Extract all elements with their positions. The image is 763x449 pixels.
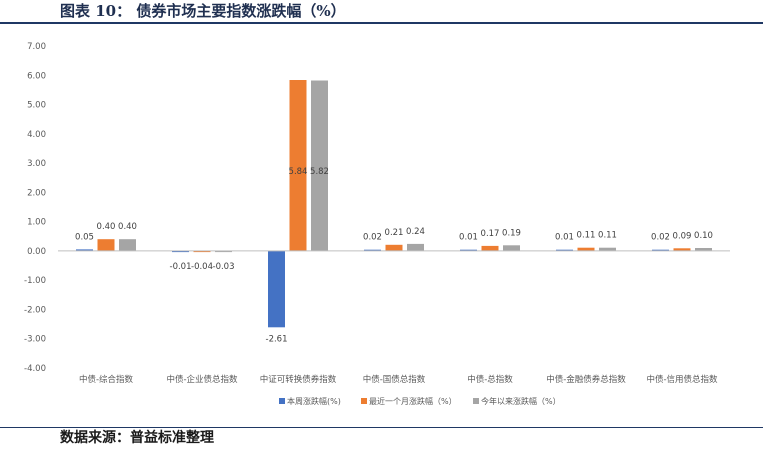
legend: 本周涨跌幅(%) 最近一个月涨跌幅（%） 今年以来涨跌幅（%） bbox=[279, 396, 561, 406]
bar bbox=[385, 244, 403, 251]
data-label: 0.05 bbox=[75, 232, 94, 242]
legend-label: 最近一个月涨跌幅（%） bbox=[369, 396, 457, 406]
bar bbox=[119, 239, 136, 251]
data-label: -0.01 bbox=[170, 262, 192, 272]
source-rule bbox=[0, 427, 763, 428]
legend-swatch bbox=[361, 398, 367, 404]
data-label: 0.19 bbox=[502, 228, 521, 238]
legend-label: 今年以来涨跌幅（%） bbox=[481, 396, 561, 406]
data-label: -2.61 bbox=[266, 334, 288, 344]
x-category-label: 中债-总指数 bbox=[467, 374, 513, 385]
y-tick-label: -2.00 bbox=[24, 305, 46, 315]
data-label: 5.84 bbox=[289, 167, 308, 177]
data-label: 0.24 bbox=[406, 227, 425, 237]
y-tick-label: -1.00 bbox=[24, 276, 46, 286]
data-label: 5.82 bbox=[310, 167, 329, 177]
legend-swatch bbox=[279, 398, 285, 404]
y-tick-label: -4.00 bbox=[24, 364, 46, 374]
bar bbox=[215, 250, 232, 253]
bar bbox=[364, 249, 381, 251]
data-label: 0.40 bbox=[97, 222, 116, 232]
data-label: 0.11 bbox=[577, 231, 596, 241]
bar bbox=[460, 249, 477, 251]
bar bbox=[97, 239, 115, 251]
bar bbox=[311, 80, 328, 251]
x-category-label: 中债-金融债券总指数 bbox=[546, 374, 626, 385]
data-label: -0.04 bbox=[191, 262, 213, 272]
data-label: 0.01 bbox=[459, 233, 478, 243]
figure-title: 图表 10： 债券市场主要指数涨跌幅（%） bbox=[60, 2, 346, 20]
x-axis: 中债-综合指数 中债-企业债总指数 中证可转换债券指数 中债-国债总指数 中债-总指数 中… bbox=[79, 374, 718, 385]
y-tick-label: 7.00 bbox=[27, 42, 46, 52]
data-label: 0.10 bbox=[694, 231, 713, 241]
y-tick-label: 6.00 bbox=[27, 71, 46, 81]
bar bbox=[695, 248, 712, 251]
legend-swatch bbox=[473, 398, 479, 404]
bar bbox=[556, 249, 573, 251]
bar bbox=[599, 247, 616, 251]
x-category-label: 中证可转换债券指数 bbox=[260, 374, 337, 385]
x-category-label: 中债-信用债总指数 bbox=[646, 374, 718, 385]
y-axis: 7.00 6.00 5.00 4.00 3.00 2.00 1.00 0.00 -1.00 -2.… bbox=[24, 42, 46, 374]
data-label: 0.17 bbox=[481, 229, 500, 239]
y-tick-label: 1.00 bbox=[27, 218, 46, 228]
bar-series bbox=[76, 80, 712, 328]
y-tick-label: -3.00 bbox=[24, 335, 46, 345]
data-label: 0.02 bbox=[363, 233, 382, 243]
bar bbox=[172, 250, 189, 253]
bar bbox=[268, 250, 285, 328]
bar bbox=[407, 243, 424, 251]
data-source: 数据来源：普益标准整理 bbox=[60, 430, 214, 446]
data-label: -0.03 bbox=[213, 262, 235, 272]
bar bbox=[289, 80, 307, 251]
y-tick-label: 3.00 bbox=[27, 159, 46, 169]
data-label: 0.02 bbox=[651, 233, 670, 243]
bar bbox=[76, 249, 93, 251]
y-tick-label: 2.00 bbox=[27, 188, 46, 198]
bar-chart: 7.00 6.00 5.00 4.00 3.00 2.00 1.00 0.00 -1.00 -2.… bbox=[24, 42, 730, 406]
data-label: 0.09 bbox=[673, 231, 692, 241]
bar bbox=[503, 245, 520, 251]
data-label: 0.40 bbox=[118, 222, 137, 232]
bar bbox=[673, 248, 691, 251]
data-label: 0.11 bbox=[598, 231, 617, 241]
data-label: 0.21 bbox=[385, 228, 404, 238]
x-category-label: 中债-企业债总指数 bbox=[166, 374, 238, 385]
bar bbox=[652, 249, 669, 251]
x-category-label: 中债-国债总指数 bbox=[363, 374, 426, 385]
data-label: 0.01 bbox=[555, 233, 574, 243]
y-tick-label: 4.00 bbox=[27, 130, 46, 140]
data-labels: 0.050.40 0.40-0.01 -0.04 -0.03-2.615.84 5.82… bbox=[75, 167, 713, 344]
bar bbox=[577, 247, 595, 251]
x-category-label: 中债-综合指数 bbox=[79, 374, 134, 385]
bar bbox=[481, 245, 499, 251]
legend-label: 本周涨跌幅(%) bbox=[287, 396, 341, 406]
title-rule bbox=[0, 22, 763, 24]
bar bbox=[193, 250, 211, 253]
y-tick-label: 0.00 bbox=[27, 247, 46, 257]
y-tick-label: 5.00 bbox=[27, 101, 46, 111]
